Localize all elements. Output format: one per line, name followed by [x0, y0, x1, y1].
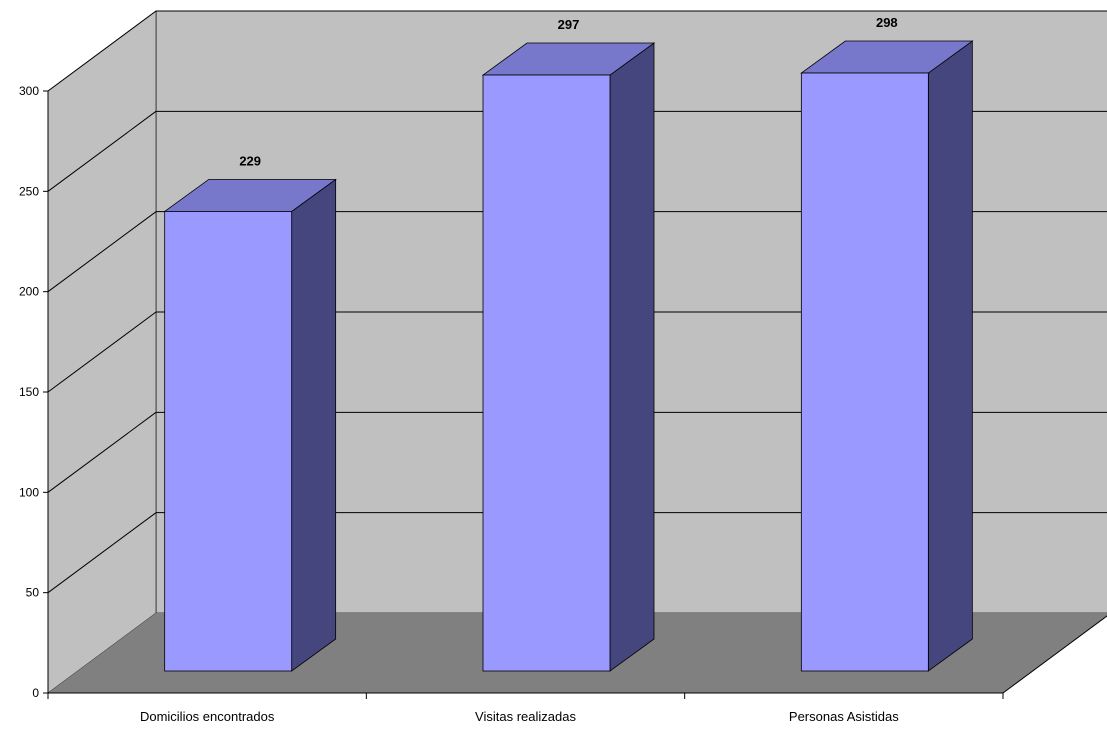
x-category-label: Personas Asistidas	[789, 709, 899, 724]
y-tick-label: 50	[26, 586, 40, 600]
floor-edge-line	[1002, 615, 1107, 694]
gridline-side	[47, 10, 157, 92]
bar-side-face	[609, 42, 655, 672]
bars	[163, 40, 974, 672]
y-tick-label: 300	[19, 84, 39, 98]
bar-value-label: 297	[558, 17, 580, 32]
y-tick-label: 150	[19, 385, 39, 399]
bar-front-face	[164, 211, 293, 672]
gridline-side	[47, 311, 157, 393]
labels: 229 Domicilios encontrados 297 Visitas real…	[140, 15, 899, 724]
bar-value-label: 229	[239, 153, 261, 168]
bar-0	[163, 178, 337, 672]
gridline-side	[47, 211, 157, 293]
bar-2	[800, 40, 974, 672]
x-category-label: Visitas realizadas	[475, 709, 576, 724]
bar-side-face	[927, 40, 973, 672]
bar-front-face	[800, 72, 929, 672]
gridline-side	[47, 512, 157, 594]
x-category-label: Domicilios encontrados	[140, 709, 275, 724]
bar-front-face	[482, 74, 611, 672]
gridline-side	[47, 411, 157, 493]
gridline-side	[47, 110, 157, 192]
axes: 0 50 100 150 200 250 300	[19, 84, 1107, 700]
bar-1	[481, 42, 656, 672]
y-tick-label: 0	[32, 686, 39, 700]
bar-side-face	[291, 178, 337, 672]
bar-value-label: 298	[876, 15, 898, 30]
y-tick-label: 250	[19, 184, 39, 198]
y-tick-label: 200	[19, 285, 39, 299]
y-tick-label: 100	[19, 485, 39, 499]
